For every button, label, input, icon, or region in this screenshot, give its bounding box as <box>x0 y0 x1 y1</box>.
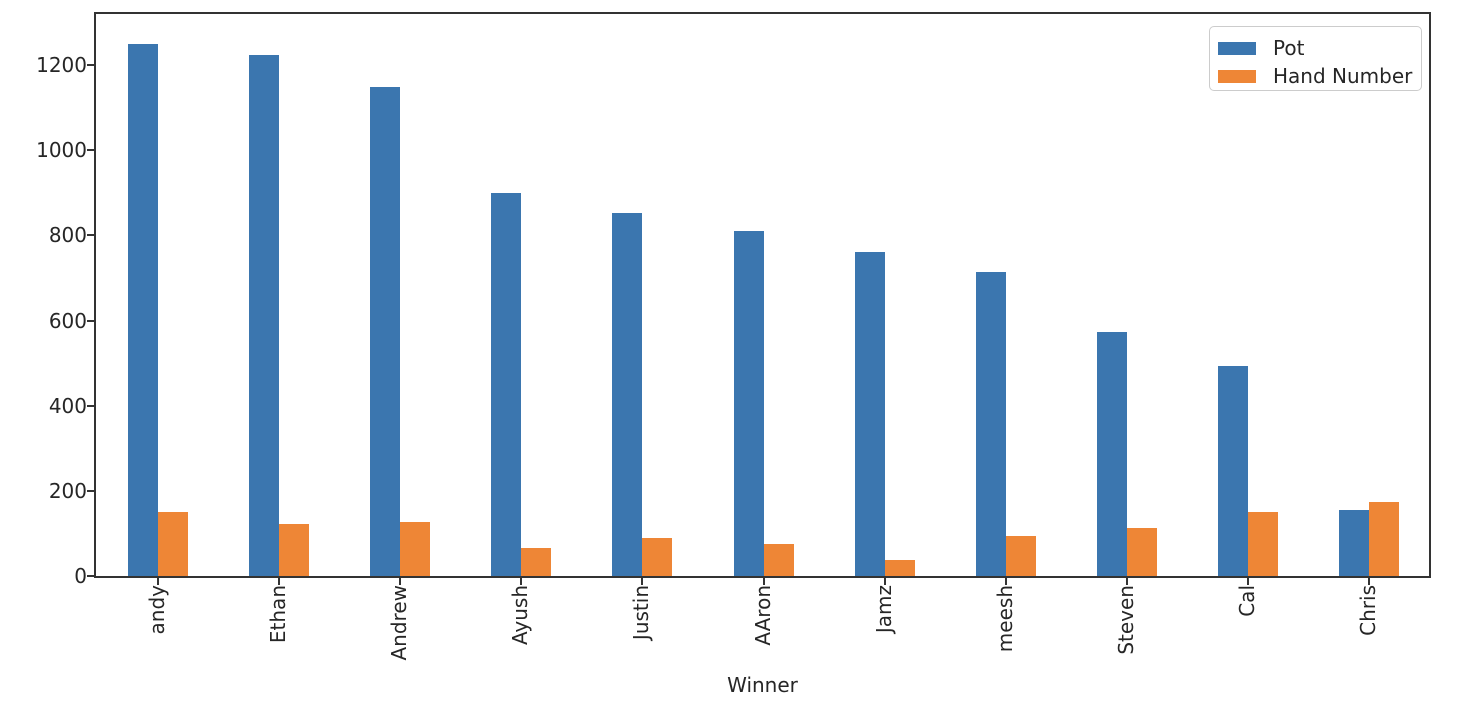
bar-hand-number-steven <box>1127 527 1158 576</box>
x-tick-mark <box>520 578 523 585</box>
bar-pot-andrew <box>369 87 400 576</box>
y-tick-mark <box>87 234 94 237</box>
x-tick-label: Steven <box>1114 585 1139 655</box>
bar-pot-ayush <box>491 192 522 576</box>
x-tick-mark <box>398 578 401 585</box>
bar-hand-number-chris <box>1369 502 1400 576</box>
x-tick-mark <box>1126 578 1129 585</box>
x-tick-label: Chris <box>1356 585 1381 636</box>
bar-hand-number-ayush <box>521 547 552 576</box>
y-tick-label: 200 <box>48 478 87 503</box>
bar-pot-chris <box>1339 510 1370 576</box>
bar-pot-andy <box>127 43 158 576</box>
bar-hand-number-ethan <box>278 524 309 576</box>
y-tick-mark <box>87 489 94 492</box>
legend: Pot Hand Number <box>1209 26 1422 91</box>
x-tick-label: Andrew <box>386 585 411 661</box>
y-tick-label: 0 <box>74 564 87 588</box>
x-tick-mark <box>156 578 159 585</box>
x-tick-label: AAron <box>750 585 775 646</box>
y-tick-mark <box>87 64 94 67</box>
legend-label-pot: Pot <box>1273 36 1305 60</box>
x-axis-title: Winner <box>727 673 798 697</box>
bar-hand-number-andy <box>157 512 188 576</box>
bar-pot-ethan <box>248 54 279 576</box>
y-tick-label: 600 <box>48 308 87 333</box>
bar-pot-justin <box>612 213 643 576</box>
bar-hand-number-jamz <box>884 559 915 576</box>
x-tick-mark <box>1368 578 1371 585</box>
y-tick-label: 1000 <box>36 138 87 163</box>
bar-pot-meesh <box>975 272 1006 576</box>
y-tick-mark <box>87 404 94 407</box>
x-tick-mark <box>883 578 886 585</box>
bar-pot-jamz <box>854 251 885 576</box>
bars-layer <box>96 14 1429 576</box>
bar-hand-number-justin <box>642 538 673 576</box>
x-tick-mark <box>1004 578 1007 585</box>
legend-item-pot: Pot <box>1210 34 1421 62</box>
x-tick-label: meesh <box>992 585 1017 653</box>
bar-pot-cal <box>1218 365 1249 576</box>
x-tick-mark <box>277 578 280 585</box>
bar-pot-aaron <box>733 231 764 576</box>
legend-swatch-pot <box>1218 41 1256 55</box>
x-tick-mark <box>762 578 765 585</box>
x-tick-mark <box>1247 578 1250 585</box>
bar-hand-number-meesh <box>1005 535 1036 576</box>
legend-label-hand-number: Hand Number <box>1273 64 1413 88</box>
x-tick-mark <box>641 578 644 585</box>
bar-hand-number-cal <box>1248 512 1279 576</box>
x-tick-label: Ethan <box>265 585 290 644</box>
plot-area <box>94 12 1431 578</box>
x-tick-label: andy <box>144 585 169 635</box>
y-tick-label: 400 <box>48 393 87 418</box>
x-tick-label: Jamz <box>871 585 896 634</box>
x-tick-label: Cal <box>1235 585 1260 617</box>
legend-swatch-hand-number <box>1218 69 1256 83</box>
y-tick-mark <box>87 575 94 577</box>
bar-pot-steven <box>1097 332 1128 576</box>
y-tick-mark <box>87 149 94 152</box>
bar-hand-number-andrew <box>399 521 430 576</box>
bar-hand-number-aaron <box>763 544 794 576</box>
y-tick-label: 1200 <box>36 53 87 78</box>
legend-item-hand-number: Hand Number <box>1210 62 1421 90</box>
x-tick-label: Ayush <box>508 585 533 645</box>
y-tick-mark <box>87 319 94 322</box>
x-tick-label: Justin <box>629 585 654 641</box>
y-tick-label: 800 <box>48 223 87 248</box>
